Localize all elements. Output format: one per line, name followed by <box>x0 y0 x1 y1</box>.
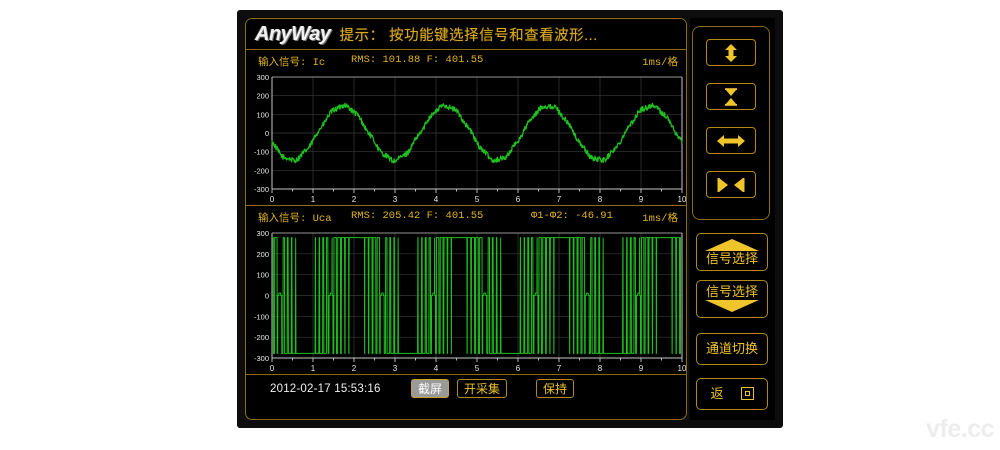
svg-text:3: 3 <box>393 195 398 204</box>
chart-2-plot: 300 200 100 0 -100 -200 -300 0 1 2 3 4 5 6 7 8 9 10 <box>246 226 687 374</box>
svg-text:200: 200 <box>256 92 269 101</box>
svg-text:7: 7 <box>557 364 562 373</box>
svg-text:5: 5 <box>475 195 480 204</box>
zoom-key-group <box>692 26 770 220</box>
arrow-up-icon <box>705 239 759 252</box>
svg-text:7: 7 <box>557 195 562 204</box>
signal-select-down-button[interactable]: 信号选择 <box>696 280 768 318</box>
svg-text:100: 100 <box>256 271 269 280</box>
title-bar: AnyWay 提示： 按功能键选择信号和查看波形... <box>246 19 686 50</box>
anyway-logo: AnyWay <box>255 23 331 45</box>
chart-2-timebase: 1ms/格 <box>642 213 678 225</box>
svg-text:0: 0 <box>270 364 275 373</box>
svg-text:-100: -100 <box>254 148 269 157</box>
svg-text:-200: -200 <box>254 166 269 175</box>
back-box-icon <box>740 387 754 401</box>
svg-text:5: 5 <box>475 364 480 373</box>
left-right-in-icon <box>717 177 745 192</box>
svg-text:2: 2 <box>352 195 357 204</box>
svg-text:4: 4 <box>434 364 439 373</box>
watermark: vfe.cc <box>926 415 994 443</box>
chart-2-header: 输入信号: Uca RMS: 205.42 F: 401.55 Φ1-Φ2: -… <box>246 206 686 226</box>
svg-text:100: 100 <box>256 110 269 119</box>
screenshot-button[interactable]: 截屏 <box>411 379 450 398</box>
svg-text:9: 9 <box>639 364 644 373</box>
instrument-device: AnyWay 提示： 按功能键选择信号和查看波形... 输入信号: Ic RMS… <box>237 10 783 428</box>
timestamp: 2012-02-17 15:53:16 <box>270 382 381 395</box>
key-panel: 信号选择 信号选择 通道切换 返 <box>690 18 775 420</box>
chart-2-rms-text: RMS: 205.42 F: 401.55 <box>351 210 484 222</box>
svg-text:4: 4 <box>434 195 439 204</box>
channel-switch-label: 通道切换 <box>705 341 758 357</box>
svg-text:-200: -200 <box>254 333 269 342</box>
chart-block-current: 输入信号: Ic RMS: 101.88 F: 401.55 1ms/格 300… <box>246 50 686 205</box>
chart-1-rms-text: RMS: 101.88 F: 401.55 <box>351 54 484 66</box>
channel-switch-button[interactable]: 通道切换 <box>696 333 768 365</box>
svg-text:9: 9 <box>639 195 644 204</box>
hold-button[interactable]: 保持 <box>536 379 575 398</box>
svg-text:300: 300 <box>256 73 269 82</box>
svg-text:6: 6 <box>516 195 521 204</box>
svg-text:1: 1 <box>311 364 316 373</box>
horizontal-compress-button[interactable] <box>706 171 756 198</box>
svg-text:8: 8 <box>598 364 603 373</box>
svg-text:200: 200 <box>256 250 269 259</box>
chart-divider <box>246 205 686 206</box>
svg-text:1: 1 <box>311 195 316 204</box>
signal-select-up-button[interactable]: 信号选择 <box>696 233 768 271</box>
svg-text:-300: -300 <box>254 185 269 194</box>
hint-text: 提示： 按功能键选择信号和查看波形... <box>339 27 598 44</box>
up-down-in-icon <box>725 87 737 106</box>
up-down-out-icon <box>725 43 737 62</box>
chart-1-timebase: 1ms/格 <box>642 57 678 69</box>
chart-1-header: 输入信号: Ic RMS: 101.88 F: 401.55 1ms/格 <box>246 50 686 70</box>
svg-text:10: 10 <box>678 364 687 373</box>
svg-text:10: 10 <box>678 195 687 204</box>
chart-2-phase-text: Φ1-Φ2: -46.91 <box>531 210 613 222</box>
horizontal-expand-button[interactable] <box>706 127 756 154</box>
svg-text:0: 0 <box>265 292 269 301</box>
vertical-compress-button[interactable] <box>706 83 756 110</box>
svg-text:3: 3 <box>393 364 398 373</box>
signal-select-down-label: 信号选择 <box>705 284 758 300</box>
svg-text:300: 300 <box>256 229 269 238</box>
back-button[interactable]: 返 <box>696 378 768 410</box>
svg-text:0: 0 <box>270 195 275 204</box>
back-label: 返 <box>710 386 724 402</box>
arrow-down-icon <box>705 299 759 312</box>
instrument-screen: AnyWay 提示： 按功能键选择信号和查看波形... 输入信号: Ic RMS… <box>245 18 687 420</box>
vertical-expand-button[interactable] <box>706 39 756 66</box>
chart-2-signal-label: 输入信号: Uca <box>258 213 332 225</box>
left-right-out-icon <box>717 134 745 147</box>
svg-text:6: 6 <box>516 364 521 373</box>
chart-1-signal-label: 输入信号: Ic <box>258 57 326 69</box>
svg-text:0: 0 <box>265 129 269 138</box>
chart-block-voltage: 输入信号: Uca RMS: 205.42 F: 401.55 Φ1-Φ2: -… <box>246 206 686 374</box>
start-acquisition-button[interactable]: 开采集 <box>457 379 508 398</box>
svg-text:8: 8 <box>598 195 603 204</box>
svg-text:-100: -100 <box>254 312 269 321</box>
chart-1-plot: 300 200 100 0 -100 -200 -300 0 1 2 3 4 5 6 7 8 9 10 <box>246 70 687 205</box>
status-bar: 2012-02-17 15:53:16 截屏 开采集 保持 <box>246 374 686 402</box>
svg-text:-300: -300 <box>254 354 269 363</box>
signal-select-up-label: 信号选择 <box>705 251 758 267</box>
svg-text:2: 2 <box>352 364 357 373</box>
